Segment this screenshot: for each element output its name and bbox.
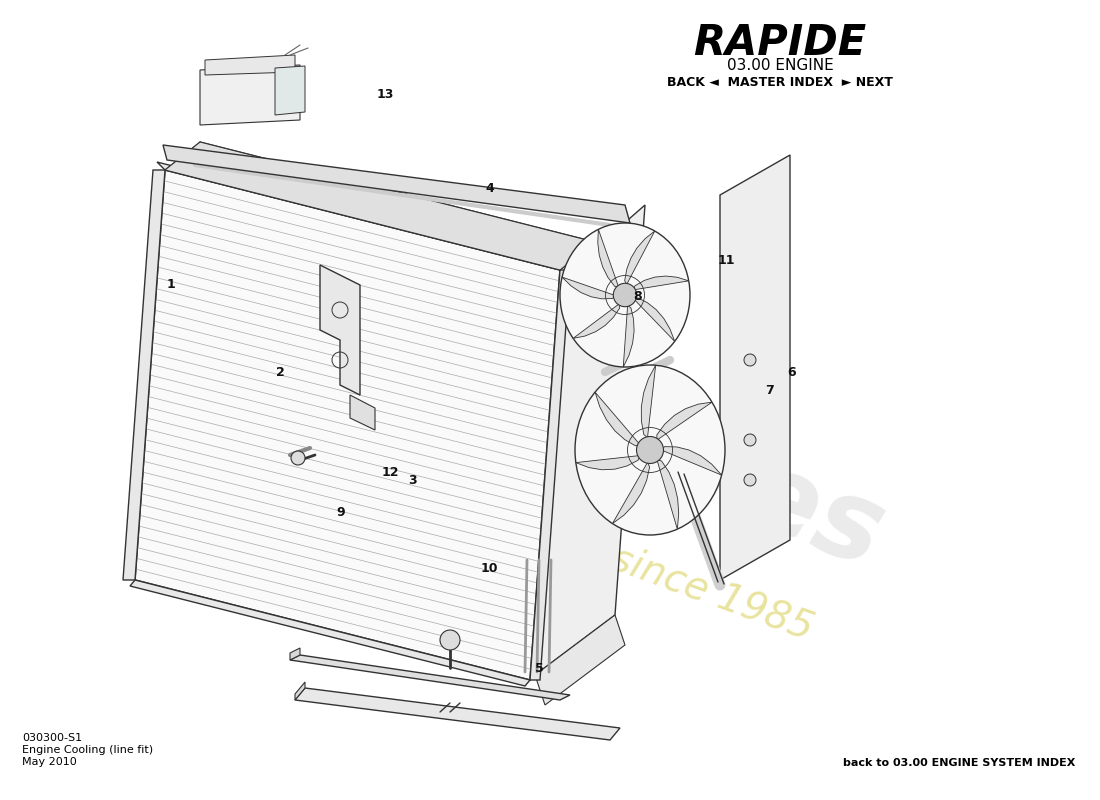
Polygon shape	[562, 277, 615, 299]
Text: 1: 1	[166, 278, 175, 290]
Text: 11: 11	[717, 254, 735, 266]
Text: RAPIDE: RAPIDE	[693, 22, 867, 64]
Ellipse shape	[575, 365, 725, 535]
Polygon shape	[530, 270, 570, 680]
Text: 03.00 ENGINE: 03.00 ENGINE	[727, 58, 834, 73]
Polygon shape	[163, 145, 630, 223]
Polygon shape	[657, 460, 679, 529]
Text: 3: 3	[408, 474, 417, 486]
Polygon shape	[720, 155, 790, 580]
Polygon shape	[597, 230, 618, 287]
Polygon shape	[165, 142, 595, 270]
Polygon shape	[535, 615, 625, 705]
Polygon shape	[634, 298, 674, 342]
Polygon shape	[130, 580, 530, 686]
Text: 2: 2	[276, 366, 285, 378]
Polygon shape	[661, 446, 722, 475]
Polygon shape	[657, 402, 712, 440]
Text: back to 03.00 ENGINE SYSTEM INDEX: back to 03.00 ENGINE SYSTEM INDEX	[843, 758, 1075, 768]
Text: 6: 6	[788, 366, 796, 378]
Text: May 2010: May 2010	[22, 757, 77, 767]
Ellipse shape	[560, 223, 690, 367]
Text: 4: 4	[485, 182, 494, 194]
Polygon shape	[157, 162, 560, 270]
Polygon shape	[613, 462, 650, 523]
Circle shape	[292, 451, 305, 465]
Polygon shape	[295, 682, 305, 700]
Text: 10: 10	[481, 562, 498, 574]
Polygon shape	[290, 655, 570, 700]
Circle shape	[637, 437, 663, 463]
Circle shape	[614, 283, 637, 306]
Polygon shape	[290, 648, 300, 660]
Polygon shape	[595, 392, 640, 446]
Polygon shape	[575, 455, 640, 470]
Polygon shape	[320, 265, 360, 395]
Polygon shape	[205, 55, 295, 75]
Polygon shape	[624, 306, 634, 367]
Text: 7: 7	[766, 384, 774, 397]
Polygon shape	[634, 276, 689, 290]
Polygon shape	[625, 231, 654, 284]
Polygon shape	[350, 395, 375, 430]
Polygon shape	[275, 66, 305, 115]
Text: 12: 12	[382, 466, 399, 478]
Polygon shape	[573, 304, 619, 338]
Polygon shape	[295, 688, 620, 740]
Text: eurospares: eurospares	[201, 250, 899, 590]
Circle shape	[744, 354, 756, 366]
Polygon shape	[200, 65, 300, 125]
Text: 5: 5	[535, 662, 543, 674]
Text: BACK ◄  MASTER INDEX  ► NEXT: BACK ◄ MASTER INDEX ► NEXT	[667, 76, 893, 89]
Circle shape	[744, 474, 756, 486]
Polygon shape	[535, 205, 645, 675]
Text: 030300-S1: 030300-S1	[22, 733, 82, 743]
Text: 13: 13	[376, 88, 394, 101]
Text: a passion since 1985: a passion since 1985	[421, 472, 818, 648]
Polygon shape	[123, 170, 165, 580]
Polygon shape	[641, 366, 656, 438]
Circle shape	[440, 630, 460, 650]
Text: 9: 9	[337, 506, 345, 518]
Polygon shape	[170, 142, 595, 652]
Text: Engine Cooling (line fit): Engine Cooling (line fit)	[22, 745, 153, 755]
Polygon shape	[135, 170, 560, 680]
Text: 8: 8	[634, 290, 642, 302]
Circle shape	[744, 434, 756, 446]
